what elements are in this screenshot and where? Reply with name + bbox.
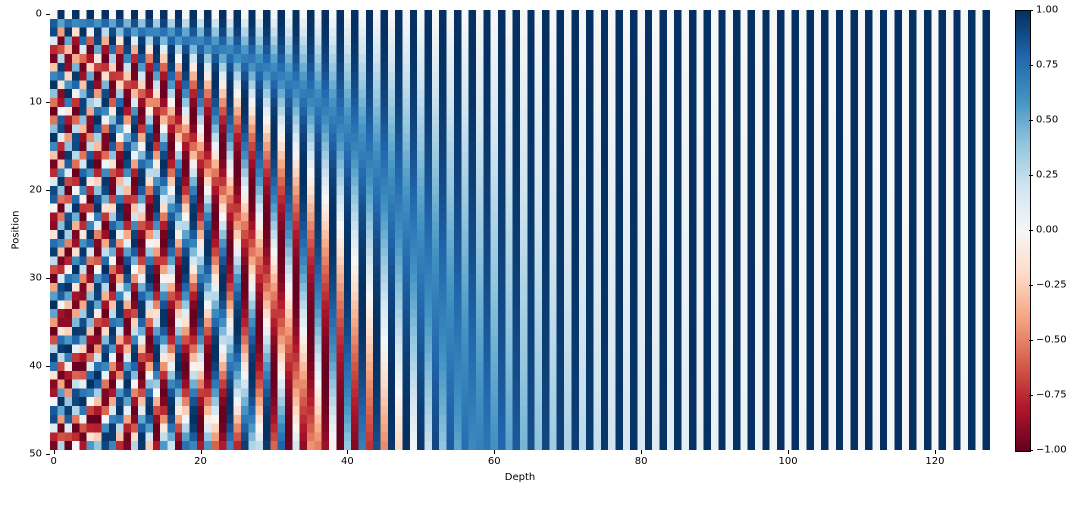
y-tick-mark — [46, 102, 50, 103]
x-tick-mark — [494, 450, 495, 454]
x-tick-mark — [641, 450, 642, 454]
y-tick-label: 30 — [29, 273, 42, 284]
colorbar-tick-label: 0.75 — [1036, 60, 1058, 71]
colorbar-tick-mark — [1029, 340, 1033, 341]
y-tick-mark — [46, 366, 50, 367]
colorbar-tick-label: 0.25 — [1036, 170, 1058, 181]
colorbar-tick-label: 1.00 — [1036, 5, 1058, 16]
figure: 0 20 40 60 80 100 120 0 10 20 30 40 50 Depth Positi… — [0, 0, 1070, 517]
x-tick-mark — [935, 450, 936, 454]
x-tick-mark — [788, 450, 789, 454]
colorbar-canvas — [1016, 11, 1030, 451]
heatmap-axes — [50, 10, 990, 450]
x-tick-mark — [347, 450, 348, 454]
colorbar-tick-mark — [1029, 450, 1033, 451]
colorbar-tick-label: −1.00 — [1036, 445, 1067, 456]
x-axis-label: Depth — [505, 472, 535, 483]
x-tick-label: 0 — [50, 456, 56, 467]
y-tick-label: 10 — [29, 97, 42, 108]
colorbar-tick-label: −0.25 — [1036, 280, 1067, 291]
y-tick-mark — [46, 278, 50, 279]
colorbar-tick-label: −0.75 — [1036, 390, 1067, 401]
colorbar-tick-mark — [1029, 395, 1033, 396]
y-tick-label: 0 — [36, 9, 42, 20]
heatmap-canvas — [50, 10, 990, 450]
x-tick-label: 100 — [779, 456, 798, 467]
y-tick-mark — [46, 190, 50, 191]
colorbar-tick-mark — [1029, 175, 1033, 176]
colorbar-tick-mark — [1029, 285, 1033, 286]
colorbar-tick-mark — [1029, 10, 1033, 11]
x-tick-label: 80 — [635, 456, 648, 467]
x-tick-label: 120 — [925, 456, 944, 467]
y-tick-mark — [46, 14, 50, 15]
x-tick-label: 40 — [341, 456, 354, 467]
y-axis-label: Position — [11, 211, 22, 250]
colorbar-tick-mark — [1029, 230, 1033, 231]
x-tick-mark — [201, 450, 202, 454]
y-tick-label: 20 — [29, 185, 42, 196]
x-tick-label: 20 — [194, 456, 207, 467]
y-tick-label: 40 — [29, 361, 42, 372]
y-tick-label: 50 — [29, 449, 42, 460]
x-tick-label: 60 — [488, 456, 501, 467]
colorbar-tick-label: −0.50 — [1036, 335, 1067, 346]
colorbar-tick-label: 0.50 — [1036, 115, 1058, 126]
y-tick-mark — [46, 454, 50, 455]
colorbar-tick-mark — [1029, 65, 1033, 66]
colorbar-tick-label: 0.00 — [1036, 225, 1058, 236]
x-tick-mark — [54, 450, 55, 454]
colorbar-tick-mark — [1029, 120, 1033, 121]
colorbar — [1015, 10, 1031, 452]
